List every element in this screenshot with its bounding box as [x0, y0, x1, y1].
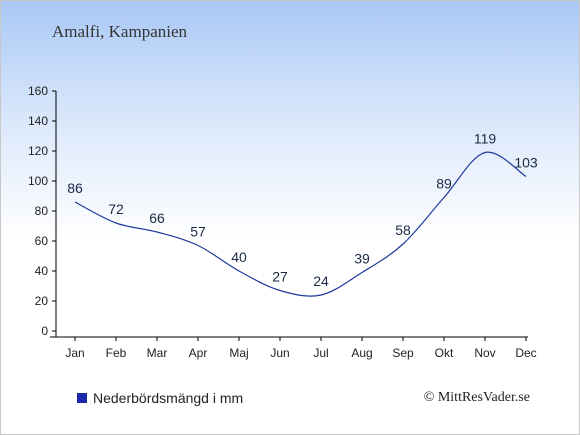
data-label: 57: [190, 224, 206, 240]
y-tick-label: 40: [35, 264, 49, 278]
x-tick-label: Feb: [106, 346, 127, 360]
data-label: 39: [354, 251, 370, 267]
y-tick-label: 80: [35, 204, 49, 218]
x-tick-label: Jul: [313, 346, 328, 360]
legend-label: Nederbördsmängd i mm: [93, 390, 244, 406]
y-tick-label: 160: [28, 84, 48, 98]
x-tick-label: Mar: [147, 346, 168, 360]
legend: Nederbördsmängd i mm: [77, 390, 243, 406]
data-label: 72: [108, 201, 124, 217]
x-tick-label: Maj: [229, 346, 248, 360]
chart-title: Amalfi, Kampanien: [52, 22, 188, 41]
x-tick-label: Sep: [392, 346, 414, 360]
y-tick-label: 60: [35, 234, 49, 248]
legend-swatch: [77, 393, 87, 403]
y-tick-label: 20: [35, 294, 49, 308]
x-tick-label: Jan: [65, 346, 84, 360]
data-label: 58: [395, 222, 411, 238]
data-label: 89: [436, 176, 452, 192]
x-tick-label: Okt: [435, 346, 454, 360]
data-label: 66: [149, 210, 165, 226]
series-line: [74, 151, 527, 297]
x-tick-label: Jun: [270, 346, 289, 360]
y-tick-label: 120: [28, 144, 48, 158]
data-label: 86: [67, 180, 83, 196]
x-tick-label: Aug: [351, 346, 372, 360]
y-tick-label: 0: [41, 324, 48, 338]
y-tick-label: 140: [28, 114, 48, 128]
data-label: 27: [272, 269, 288, 285]
credit-text: © MittResVader.se: [423, 390, 530, 405]
x-tick-label: Apr: [189, 346, 208, 360]
data-label: 119: [474, 131, 497, 147]
data-label: 40: [231, 249, 247, 265]
y-tick-label: 100: [28, 174, 48, 188]
x-tick-label: Nov: [474, 346, 495, 360]
data-label: 103: [514, 155, 538, 171]
data-label: 24: [313, 273, 329, 289]
x-tick-label: Dec: [515, 346, 536, 360]
